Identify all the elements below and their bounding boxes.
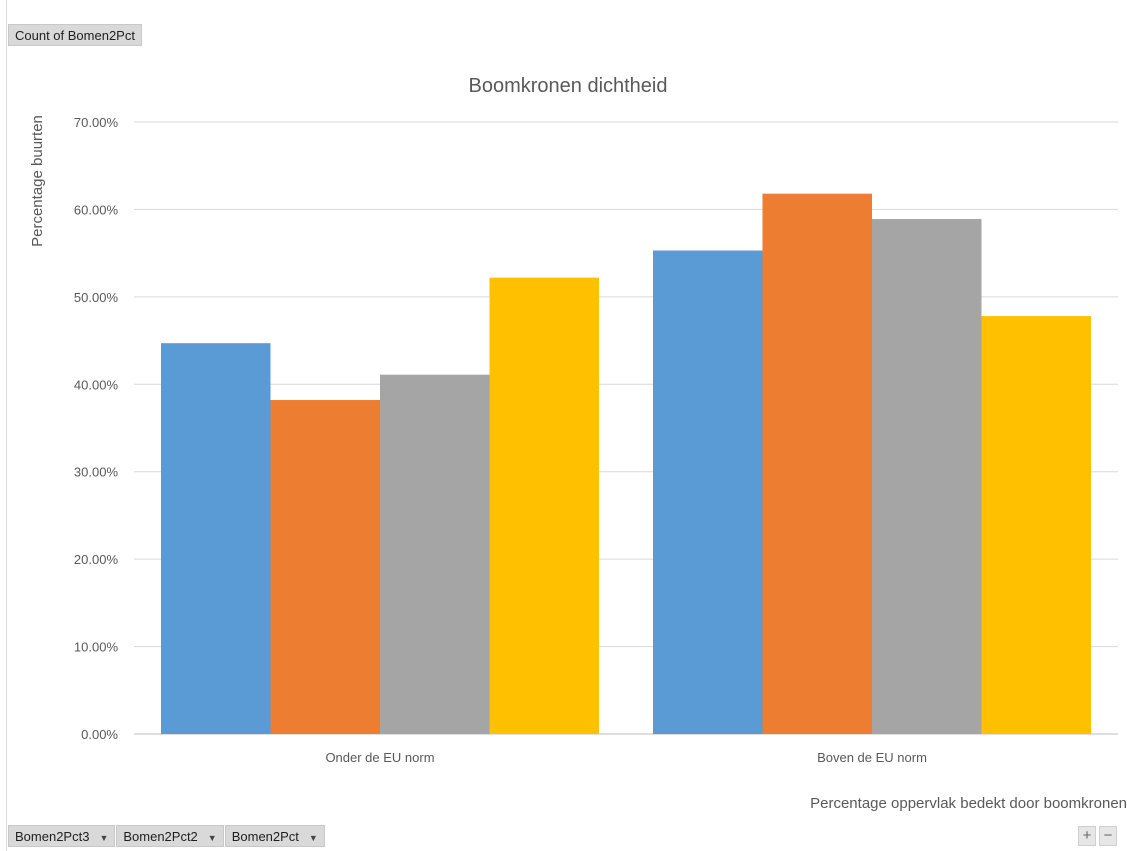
field-label: Bomen2Pct2 (123, 829, 198, 844)
sheet-left-border (6, 0, 7, 851)
y-tick-label: 50.00% (74, 290, 119, 305)
y-tick-label: 10.00% (74, 640, 119, 655)
bars (161, 193, 1091, 735)
field-button-bomen2pct[interactable]: Bomen2Pct ▼ (224, 825, 325, 847)
x-tick-label: Boven de EU norm (817, 750, 927, 765)
dropdown-arrow-icon: ▼ (207, 833, 217, 843)
y-tick-label: 70.00% (74, 115, 119, 130)
y-tick-label: 20.00% (74, 552, 119, 567)
bar-series-3-category-2 (872, 219, 982, 734)
y-tick-label: 60.00% (74, 202, 119, 217)
bar-series-1-category-1 (161, 343, 271, 734)
bar-series-2-category-2 (762, 193, 872, 735)
y-axis-title: Percentage buurten (29, 115, 46, 247)
x-tick-label: Onder de EU norm (325, 750, 434, 765)
bar-series-3-category-1 (380, 374, 490, 734)
field-button-bomen2pct2[interactable]: Bomen2Pct2 ▼ (116, 825, 224, 847)
bar-series-4-category-1 (489, 277, 599, 734)
bar-series-2-category-1 (270, 400, 380, 734)
axis-field-buttons: Bomen2Pct3 ▼ Bomen2Pct2 ▼ Bomen2Pct ▼ (8, 825, 326, 847)
chart-title: Boomkronen dichtheid (468, 75, 667, 97)
dropdown-arrow-icon: ▼ (308, 833, 318, 843)
dropdown-arrow-icon: ▼ (99, 833, 109, 843)
y-tick-label: 40.00% (74, 377, 119, 392)
bar-series-4-category-2 (981, 316, 1091, 734)
bar-series-1-category-2 (653, 250, 763, 734)
y-tick-label: 30.00% (74, 465, 119, 480)
x-axis-ticks: Onder de EU norm Boven de EU norm (325, 750, 926, 765)
expand-field-button[interactable]: + (1078, 826, 1096, 846)
y-axis-ticks: 0.00% 10.00% 20.00% 30.00% 40.00% 50.00% 60.00… (74, 115, 119, 742)
value-field-button[interactable]: Count of Bomen2Pct (8, 24, 142, 46)
field-label: Bomen2Pct3 (15, 829, 90, 844)
x-axis-title: Percentage oppervlak bedekt door boomkro… (810, 795, 1127, 812)
y-tick-label: 0.00% (81, 727, 118, 742)
field-button-bomen2pct3[interactable]: Bomen2Pct3 ▼ (8, 825, 116, 847)
collapse-field-button[interactable]: − (1099, 826, 1117, 846)
field-label: Bomen2Pct (231, 829, 299, 844)
